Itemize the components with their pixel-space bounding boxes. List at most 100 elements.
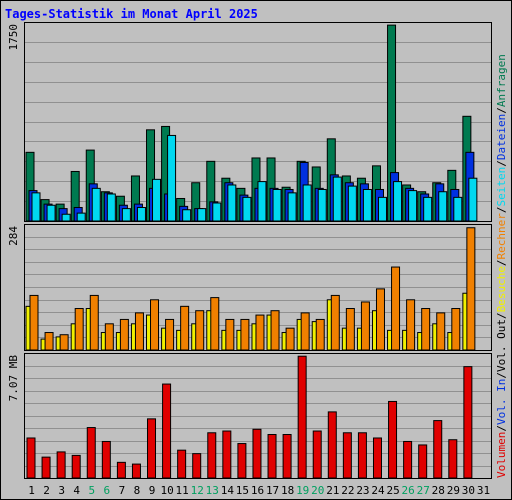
chart-panel-1: 1750	[7, 22, 492, 222]
bar-seiten-day-9	[152, 178, 162, 222]
side-label-separator: /	[495, 160, 508, 167]
bar-rechner-day-15	[240, 318, 250, 351]
day-label-6: 6	[104, 484, 111, 497]
bar-seiten-day-20	[317, 188, 327, 222]
bar-volumen-day-21	[327, 411, 337, 479]
bar-rechner-day-14	[225, 318, 235, 351]
bar-volumen-day-29	[448, 439, 458, 479]
bar-volumen-day-3	[56, 451, 66, 479]
bar-volumen-day-12	[192, 453, 202, 479]
bar-volumen-day-27	[418, 444, 428, 479]
bar-volumen-day-25	[388, 400, 398, 479]
bar-volumen-day-4	[71, 454, 81, 479]
bar-rechner-day-25	[391, 266, 401, 351]
bar-seiten-day-14	[227, 184, 237, 222]
bar-volumen-day-26	[403, 440, 413, 479]
bar-seiten-day-18	[287, 192, 297, 222]
panel-scale-label: 284	[7, 226, 20, 246]
day-label-25: 25	[386, 484, 399, 497]
bar-rechner-day-1	[29, 294, 39, 351]
panel-scale-label: 7.07 MB	[7, 355, 20, 402]
bar-seiten-day-10	[167, 134, 177, 222]
day-label-5: 5	[88, 484, 95, 497]
bar-rechner-day-3	[59, 334, 69, 351]
bar-seiten-day-8	[136, 206, 146, 222]
bar-seiten-day-30	[468, 177, 478, 222]
side-label-rechner: Rechner	[495, 213, 508, 260]
bar-rechner-day-18	[285, 327, 295, 351]
day-label-19: 19	[296, 484, 309, 497]
bar-volumen-day-8	[131, 463, 141, 479]
bar-rechner-day-20	[315, 318, 325, 351]
bar-seiten-day-28	[438, 191, 448, 222]
bar-volumen-day-18	[282, 434, 292, 479]
bar-rechner-day-4	[74, 308, 84, 351]
bar-seiten-day-23	[362, 188, 372, 222]
bar-volumen-day-9	[147, 418, 157, 479]
bar-rechner-day-19	[300, 312, 310, 351]
bar-volumen-day-11	[177, 449, 187, 479]
day-label-12: 12	[191, 484, 204, 497]
bar-seiten-day-15	[242, 196, 252, 222]
bar-rechner-day-12	[195, 310, 205, 351]
day-label-18: 18	[281, 484, 294, 497]
side-label-vol-in: Vol. In	[495, 379, 508, 425]
side-legend: Volumen/Vol. In/Vol. Out/Besuche/Rechner…	[495, 54, 508, 478]
day-label-9: 9	[149, 484, 156, 497]
bar-rechner-day-2	[44, 332, 54, 351]
side-label-separator: /	[495, 107, 508, 114]
bar-rechner-day-8	[134, 312, 144, 351]
side-label-volumen: Volumen	[495, 432, 508, 478]
bar-rechner-day-16	[255, 314, 265, 351]
day-label-15: 15	[236, 484, 249, 497]
x-axis-day-labels: 1 2 3 4 5 6 7 8 9 10 11 12 13 14 15 16 17 18 19 20 21 22 23 24 2…	[28, 484, 490, 497]
bar-seiten-day-13	[212, 202, 222, 222]
day-label-3: 3	[58, 484, 65, 497]
day-label-22: 22	[341, 484, 354, 497]
side-legend-text: Volumen/Vol. In/Vol. Out/Besuche/Rechner…	[495, 54, 508, 478]
day-label-11: 11	[176, 484, 189, 497]
bar-volumen-day-1	[26, 437, 36, 479]
bar-volumen-day-22	[342, 432, 352, 479]
day-label-23: 23	[356, 484, 369, 497]
day-label-4: 4	[73, 484, 80, 497]
bar-volumen-day-19	[297, 355, 307, 479]
chart-panel-2: 284	[7, 224, 492, 351]
bar-seiten-day-16	[257, 181, 267, 222]
bar-seiten-day-2	[46, 204, 56, 222]
bar-volumen-day-14	[222, 430, 232, 479]
bar-volumen-day-2	[41, 456, 51, 479]
bar-volumen-day-13	[207, 432, 217, 479]
bar-volumen-day-20	[312, 430, 322, 479]
bar-volumen-day-6	[101, 440, 111, 479]
side-label-separator: /	[495, 206, 508, 213]
side-label-besuche: Besuche	[495, 266, 508, 312]
day-label-29: 29	[447, 484, 460, 497]
bar-seiten-day-25	[393, 181, 403, 222]
bar-volumen-day-5	[86, 427, 96, 479]
side-label-vol-out: Vol. Out	[495, 319, 508, 372]
bar-seiten-day-6	[106, 193, 116, 222]
bar-rechner-day-27	[421, 308, 431, 351]
bar-seiten-day-19	[302, 184, 312, 222]
bar-volumen-day-10	[162, 383, 172, 479]
day-label-21: 21	[326, 484, 339, 497]
day-label-31: 31	[477, 484, 490, 497]
bar-volumen-day-15	[237, 443, 247, 479]
chart-panel-3: 7.07 MB	[7, 353, 492, 479]
bar-volumen-day-28	[433, 420, 443, 479]
day-label-30: 30	[462, 484, 475, 497]
day-label-7: 7	[119, 484, 126, 497]
side-label-seiten: Seiten	[495, 167, 508, 207]
day-label-8: 8	[134, 484, 141, 497]
day-label-10: 10	[160, 484, 173, 497]
day-label-2: 2	[43, 484, 50, 497]
side-label-dateien: Dateien	[495, 114, 508, 160]
day-label-26: 26	[402, 484, 415, 497]
bar-seiten-day-11	[182, 209, 192, 222]
chart-title: Tages-Statistik im Monat April 2025	[5, 7, 258, 21]
bar-volumen-day-24	[372, 437, 382, 479]
bar-volumen-day-17	[267, 434, 277, 479]
